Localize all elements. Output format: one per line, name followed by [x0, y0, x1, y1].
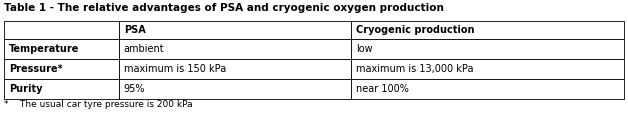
Text: maximum is 13,000 kPa: maximum is 13,000 kPa — [356, 64, 474, 74]
Text: Purity: Purity — [9, 84, 43, 94]
Bar — [119, 21, 351, 39]
Bar — [351, 59, 624, 79]
Text: *    The usual car tyre pressure is 200 kPa: * The usual car tyre pressure is 200 kPa — [4, 100, 193, 109]
Text: Table 1 - The relative advantages of PSA and cryogenic oxygen production: Table 1 - The relative advantages of PSA… — [4, 3, 444, 13]
Bar — [351, 39, 624, 59]
Text: low: low — [356, 44, 373, 54]
Bar — [119, 39, 351, 59]
Text: ambient: ambient — [124, 44, 165, 54]
Bar — [4, 39, 119, 59]
Text: near 100%: near 100% — [356, 84, 409, 94]
Bar — [4, 59, 119, 79]
Bar — [119, 59, 351, 79]
Text: Cryogenic production: Cryogenic production — [356, 25, 475, 35]
Bar — [4, 79, 119, 99]
Text: PSA: PSA — [124, 25, 146, 35]
Text: Pressure*: Pressure* — [9, 64, 63, 74]
Text: 95%: 95% — [124, 84, 145, 94]
Text: Temperature: Temperature — [9, 44, 79, 54]
Bar — [351, 21, 624, 39]
Bar — [4, 21, 119, 39]
Bar — [119, 79, 351, 99]
Bar — [351, 79, 624, 99]
Text: maximum is 150 kPa: maximum is 150 kPa — [124, 64, 226, 74]
